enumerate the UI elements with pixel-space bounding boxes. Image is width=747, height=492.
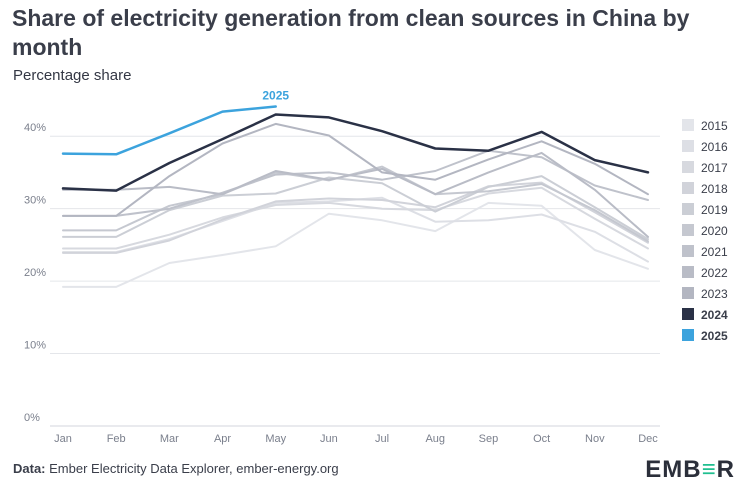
x-tick-label: Jan: [54, 433, 72, 445]
chart-title: Share of electricity generation from cle…: [12, 5, 690, 60]
legend-label-2022: 2022: [701, 266, 728, 280]
legend-swatch-2019: [682, 203, 694, 215]
series-line-2016: [62, 196, 649, 263]
series-line-2023: [62, 122, 649, 217]
annotation-2025: 2025: [262, 89, 289, 103]
x-axis-ticks: Jan Feb Mar Apr May Jun Jul Aug Sep Oct Nov Dec: [54, 433, 658, 445]
legend-label-2021: 2021: [701, 245, 728, 259]
x-tick-label: Jul: [375, 433, 389, 445]
legend-label-2016: 2016: [701, 140, 728, 154]
series-line-2020: [62, 165, 649, 243]
x-tick-label: Oct: [533, 433, 550, 445]
y-tick-label: 30%: [24, 195, 46, 207]
legend-swatch-2023: [682, 287, 694, 299]
legend-label-2018: 2018: [701, 182, 728, 196]
legend-label-2020: 2020: [701, 224, 728, 238]
ember-logo: EMB ≡ R: [645, 456, 735, 484]
series-line-2024: [61, 113, 650, 192]
series-line-2019: [62, 175, 649, 241]
legend-label-2023: 2023: [701, 287, 728, 301]
x-tick-label: Apr: [214, 433, 231, 445]
logo-text-right: R: [716, 456, 735, 483]
legend-label-2025: 2025: [701, 329, 728, 343]
series-lines: [61, 105, 650, 288]
x-tick-label: Sep: [479, 433, 499, 445]
x-tick-label: Aug: [425, 433, 445, 445]
legend-swatch-2025: [682, 329, 694, 341]
series-line-2017: [62, 186, 649, 250]
logo-mark: ≡: [701, 456, 717, 483]
legend-swatch-2018: [682, 182, 694, 194]
chart-subtitle: Percentage share: [13, 67, 132, 84]
x-tick-label: Dec: [638, 433, 658, 445]
legend-swatch-2020: [682, 224, 694, 236]
legend-label-2019: 2019: [701, 203, 728, 217]
legend-swatch-2022: [682, 266, 694, 278]
legend-swatch-2021: [682, 245, 694, 257]
series-line-2025: [61, 105, 277, 156]
legend: 2015 2016 2017 2018 2019 2020 2021 2022 2023 2024…: [682, 119, 728, 343]
x-tick-label: Feb: [107, 433, 126, 445]
y-tick-label: 0%: [24, 412, 40, 424]
series-line-2021: [62, 149, 649, 217]
legend-label-2017: 2017: [701, 161, 728, 175]
x-tick-label: May: [265, 433, 286, 445]
logo-text-left: EMB: [645, 456, 702, 483]
gridlines: [50, 135, 660, 427]
legend-swatch-2016: [682, 140, 694, 152]
legend-label-2015: 2015: [701, 119, 728, 133]
y-tick-label: 10%: [24, 340, 46, 352]
source-label: Data:: [13, 461, 46, 476]
source-text: Ember Electricity Data Explorer, ember-e…: [49, 461, 339, 476]
y-tick-label: 20%: [24, 267, 46, 279]
source-note: Data: Ember Electricity Data Explorer, e…: [13, 461, 339, 476]
series-line-2015: [62, 201, 649, 288]
legend-swatch-2017: [682, 161, 694, 173]
legend-swatch-2024: [682, 308, 694, 320]
line-chart: 0% 10% 20% 30% 40% Jan Feb Mar Apr May Jun Jul Aug S…: [24, 89, 728, 445]
y-axis-ticks: 0% 10% 20% 30% 40%: [24, 122, 46, 424]
annotations: 2025: [262, 89, 289, 103]
x-tick-label: Nov: [585, 433, 605, 445]
series-line-2022: [62, 151, 649, 238]
x-tick-label: Mar: [160, 433, 179, 445]
legend-label-2024: 2024: [701, 308, 728, 322]
legend-swatch-2015: [682, 119, 694, 131]
x-tick-label: Jun: [320, 433, 338, 445]
y-tick-label: 40%: [24, 122, 46, 134]
